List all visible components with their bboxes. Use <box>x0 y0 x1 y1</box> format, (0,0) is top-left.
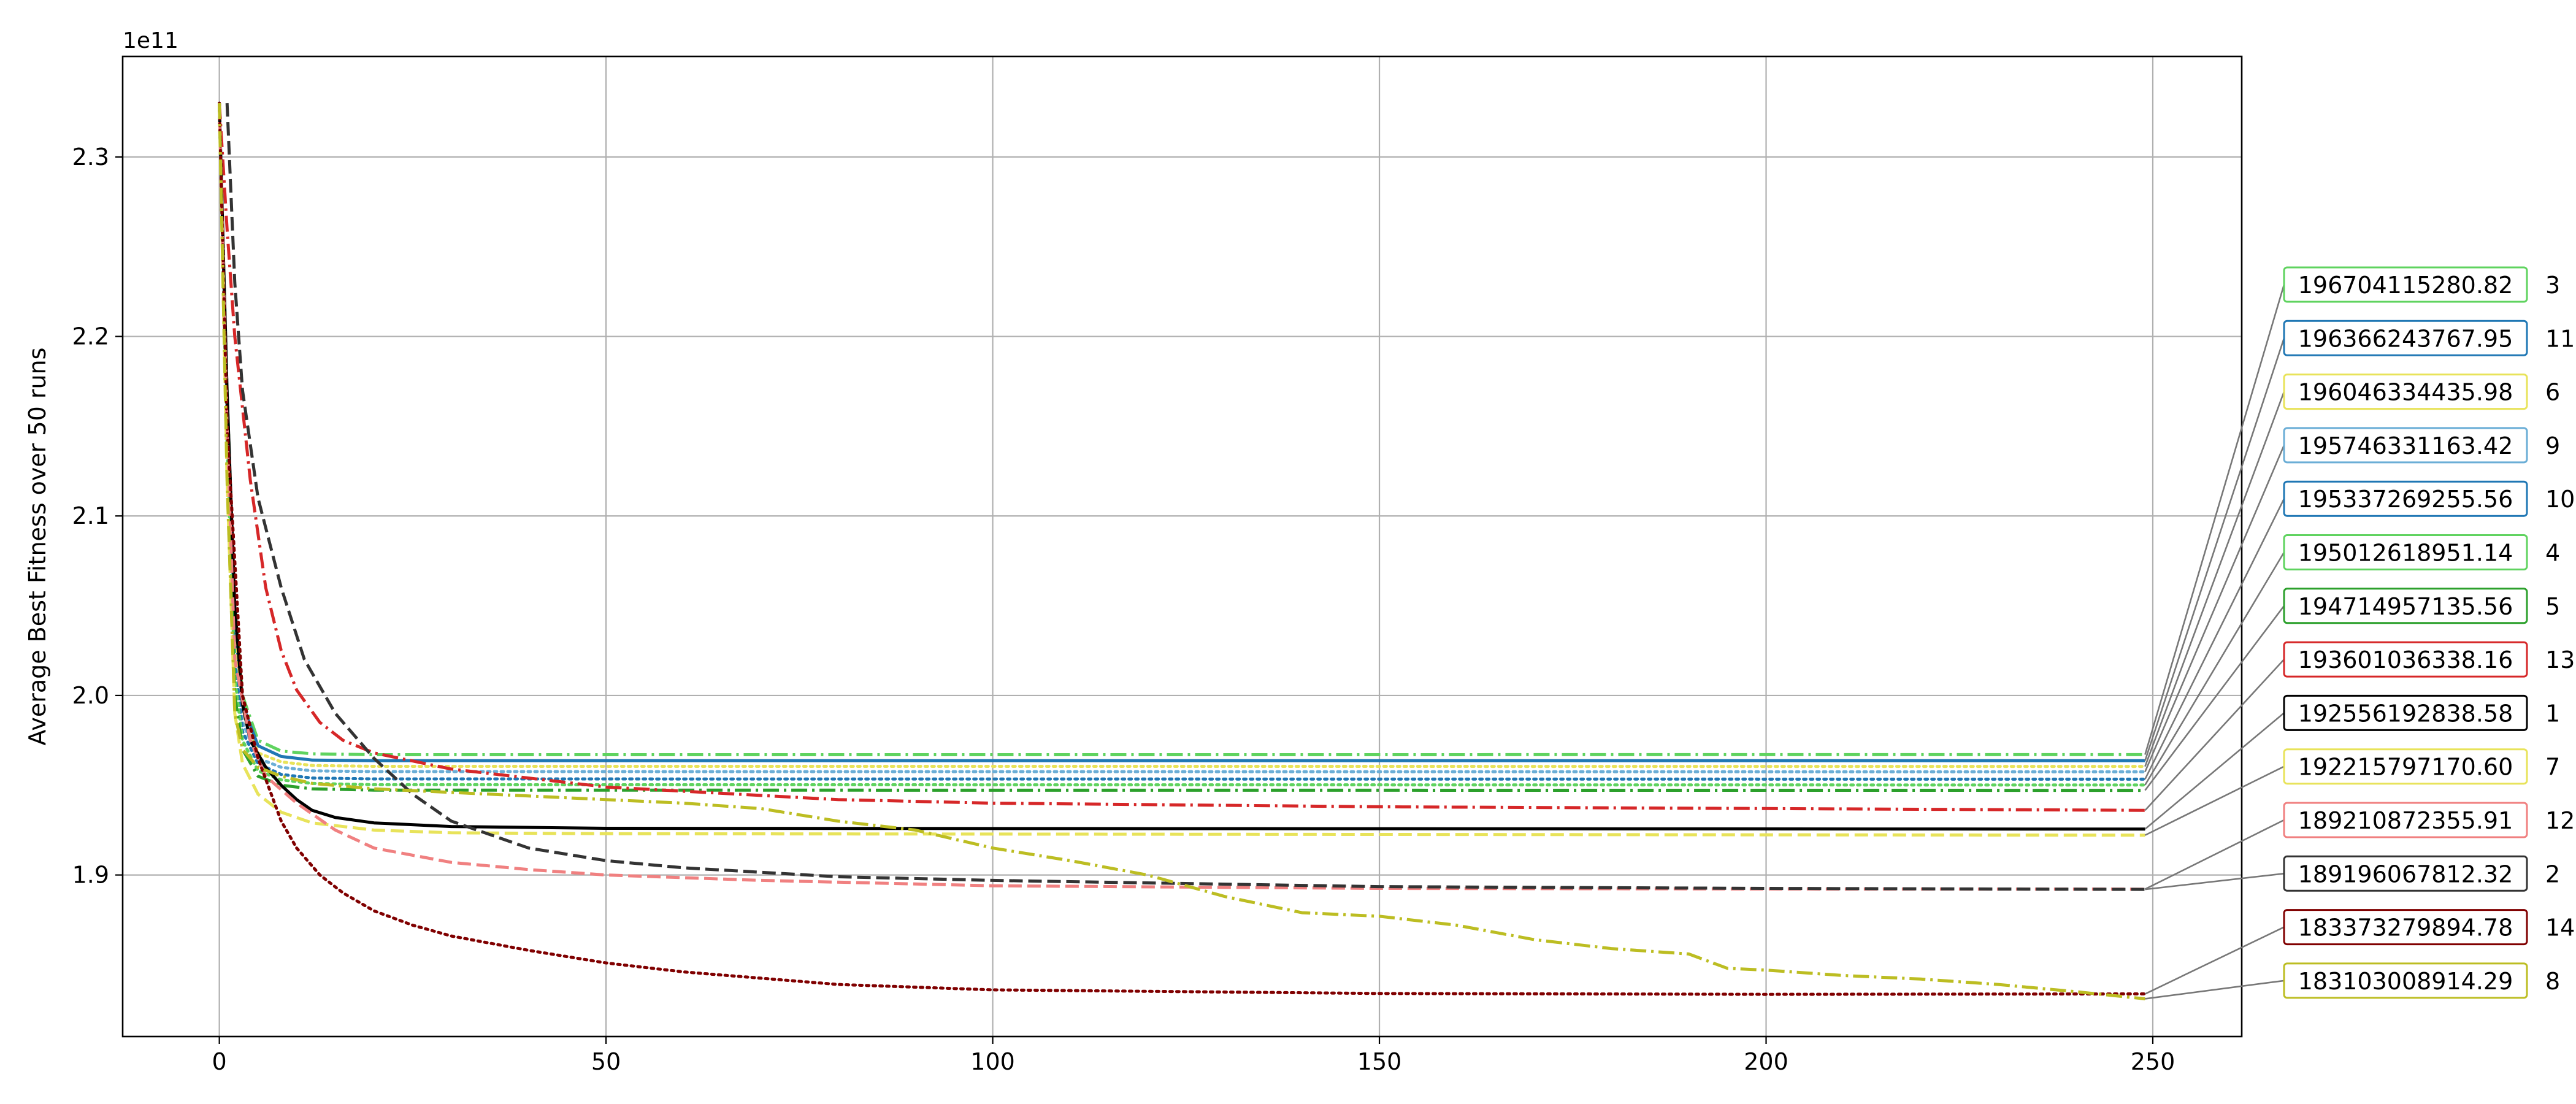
value-label-box <box>2283 802 2528 838</box>
value-label: 195337269255.56 <box>2298 486 2513 513</box>
series-id-label: 7 <box>2545 754 2560 781</box>
series-id-label: 11 <box>2545 325 2575 352</box>
value-label-box <box>2283 374 2528 410</box>
value-label-box <box>2283 962 2528 999</box>
value-label-box <box>2283 427 2528 464</box>
value-label: 196046334435.98 <box>2298 379 2513 406</box>
series-id-label: 3 <box>2545 272 2560 299</box>
value-label: 194714957135.56 <box>2298 593 2513 620</box>
series-lines <box>218 101 2147 1000</box>
annotation-leader-line <box>2144 605 2285 791</box>
series-line-8 <box>218 103 2145 1000</box>
annotation-leader-line <box>2144 659 2285 811</box>
value-label: 183373279894.78 <box>2298 914 2513 941</box>
x-tick-label: 0 <box>212 1048 227 1075</box>
y-tick-label: 1.9 <box>72 862 109 889</box>
annotation-leader-line <box>2144 391 2285 767</box>
value-label-box <box>2283 748 2528 785</box>
y-tick-label: 2.1 <box>72 502 109 529</box>
value-label: 196704115280.82 <box>2298 272 2513 299</box>
value-label-box <box>2283 694 2528 731</box>
annotation-leader-line <box>2144 445 2285 772</box>
x-tick-label: 200 <box>1744 1048 1788 1075</box>
x-tick-label: 150 <box>1357 1048 1402 1075</box>
series-id-label: 2 <box>2545 861 2560 887</box>
series-line-13 <box>218 102 2145 812</box>
value-label: 192215797170.60 <box>2298 754 2513 781</box>
value-label: 189196067812.32 <box>2298 861 2513 887</box>
annotation-leader-line <box>2144 926 2285 995</box>
y-tick-label: 2.3 <box>72 144 109 171</box>
series-id-label: 13 <box>2545 646 2575 673</box>
annotation-leader-line <box>2144 337 2285 761</box>
grid-lines <box>123 56 2242 1037</box>
y-tick-label: 2.2 <box>72 323 109 350</box>
y-axis-label: Average Best Fitness over 50 runs <box>24 348 51 746</box>
annotation-leader-line <box>2144 712 2285 830</box>
series-id-label: 1 <box>2545 700 2560 727</box>
annotation-leader-line <box>2145 873 2285 891</box>
annotation-leader-line <box>2145 979 2285 1000</box>
y-tick-label: 2.0 <box>72 682 109 709</box>
value-label-box <box>2283 320 2528 356</box>
series-line-1 <box>218 103 2145 831</box>
value-label: 192556192838.58 <box>2298 700 2513 727</box>
value-label-box <box>2283 855 2528 892</box>
annotation-leader-line <box>2144 284 2285 755</box>
series-id-label: 9 <box>2545 432 2560 459</box>
series-line-7 <box>218 103 2145 837</box>
value-label-box <box>2283 588 2528 624</box>
series-id-label: 8 <box>2545 968 2560 995</box>
value-label-box <box>2283 641 2528 678</box>
value-label-box <box>2283 266 2528 303</box>
final-value-annotations: 196704115280.82 3 196366243767.95 11 1960463… <box>2144 266 2575 1000</box>
annotation-leader-line <box>2144 819 2285 890</box>
x-tick-label: 100 <box>970 1048 1015 1075</box>
value-label: 195746331163.42 <box>2298 432 2513 459</box>
series-line-2 <box>225 102 2145 891</box>
value-label: 193601036338.16 <box>2298 646 2513 673</box>
series-id-label: 14 <box>2545 914 2575 941</box>
y-offset-label: 1e11 <box>123 28 178 53</box>
value-label: 196366243767.95 <box>2298 325 2513 352</box>
series-id-label: 5 <box>2545 593 2560 620</box>
annotation-leader-line <box>2144 765 2285 836</box>
axis-ticks: 0 50 100 150 200 250 1.9 2.0 2.1 2.2 2.3 <box>72 144 2175 1075</box>
value-label-box <box>2283 480 2528 517</box>
series-id-label: 12 <box>2545 807 2575 834</box>
x-tick-label: 50 <box>591 1048 621 1075</box>
value-label-box <box>2283 909 2528 946</box>
value-label: 183103008914.29 <box>2298 968 2513 995</box>
series-line-14 <box>218 101 2147 996</box>
annotation-leader-line <box>2144 498 2285 780</box>
series-id-label: 4 <box>2545 540 2560 567</box>
value-label-box <box>2283 534 2528 570</box>
value-label: 195012618951.14 <box>2298 540 2513 567</box>
x-tick-label: 250 <box>2131 1048 2175 1075</box>
series-id-label: 10 <box>2545 486 2575 513</box>
value-label: 189210872355.91 <box>2298 807 2513 834</box>
series-line-3 <box>218 103 2145 756</box>
annotation-leader-line <box>2144 551 2285 786</box>
series-id-label: 6 <box>2545 379 2560 406</box>
